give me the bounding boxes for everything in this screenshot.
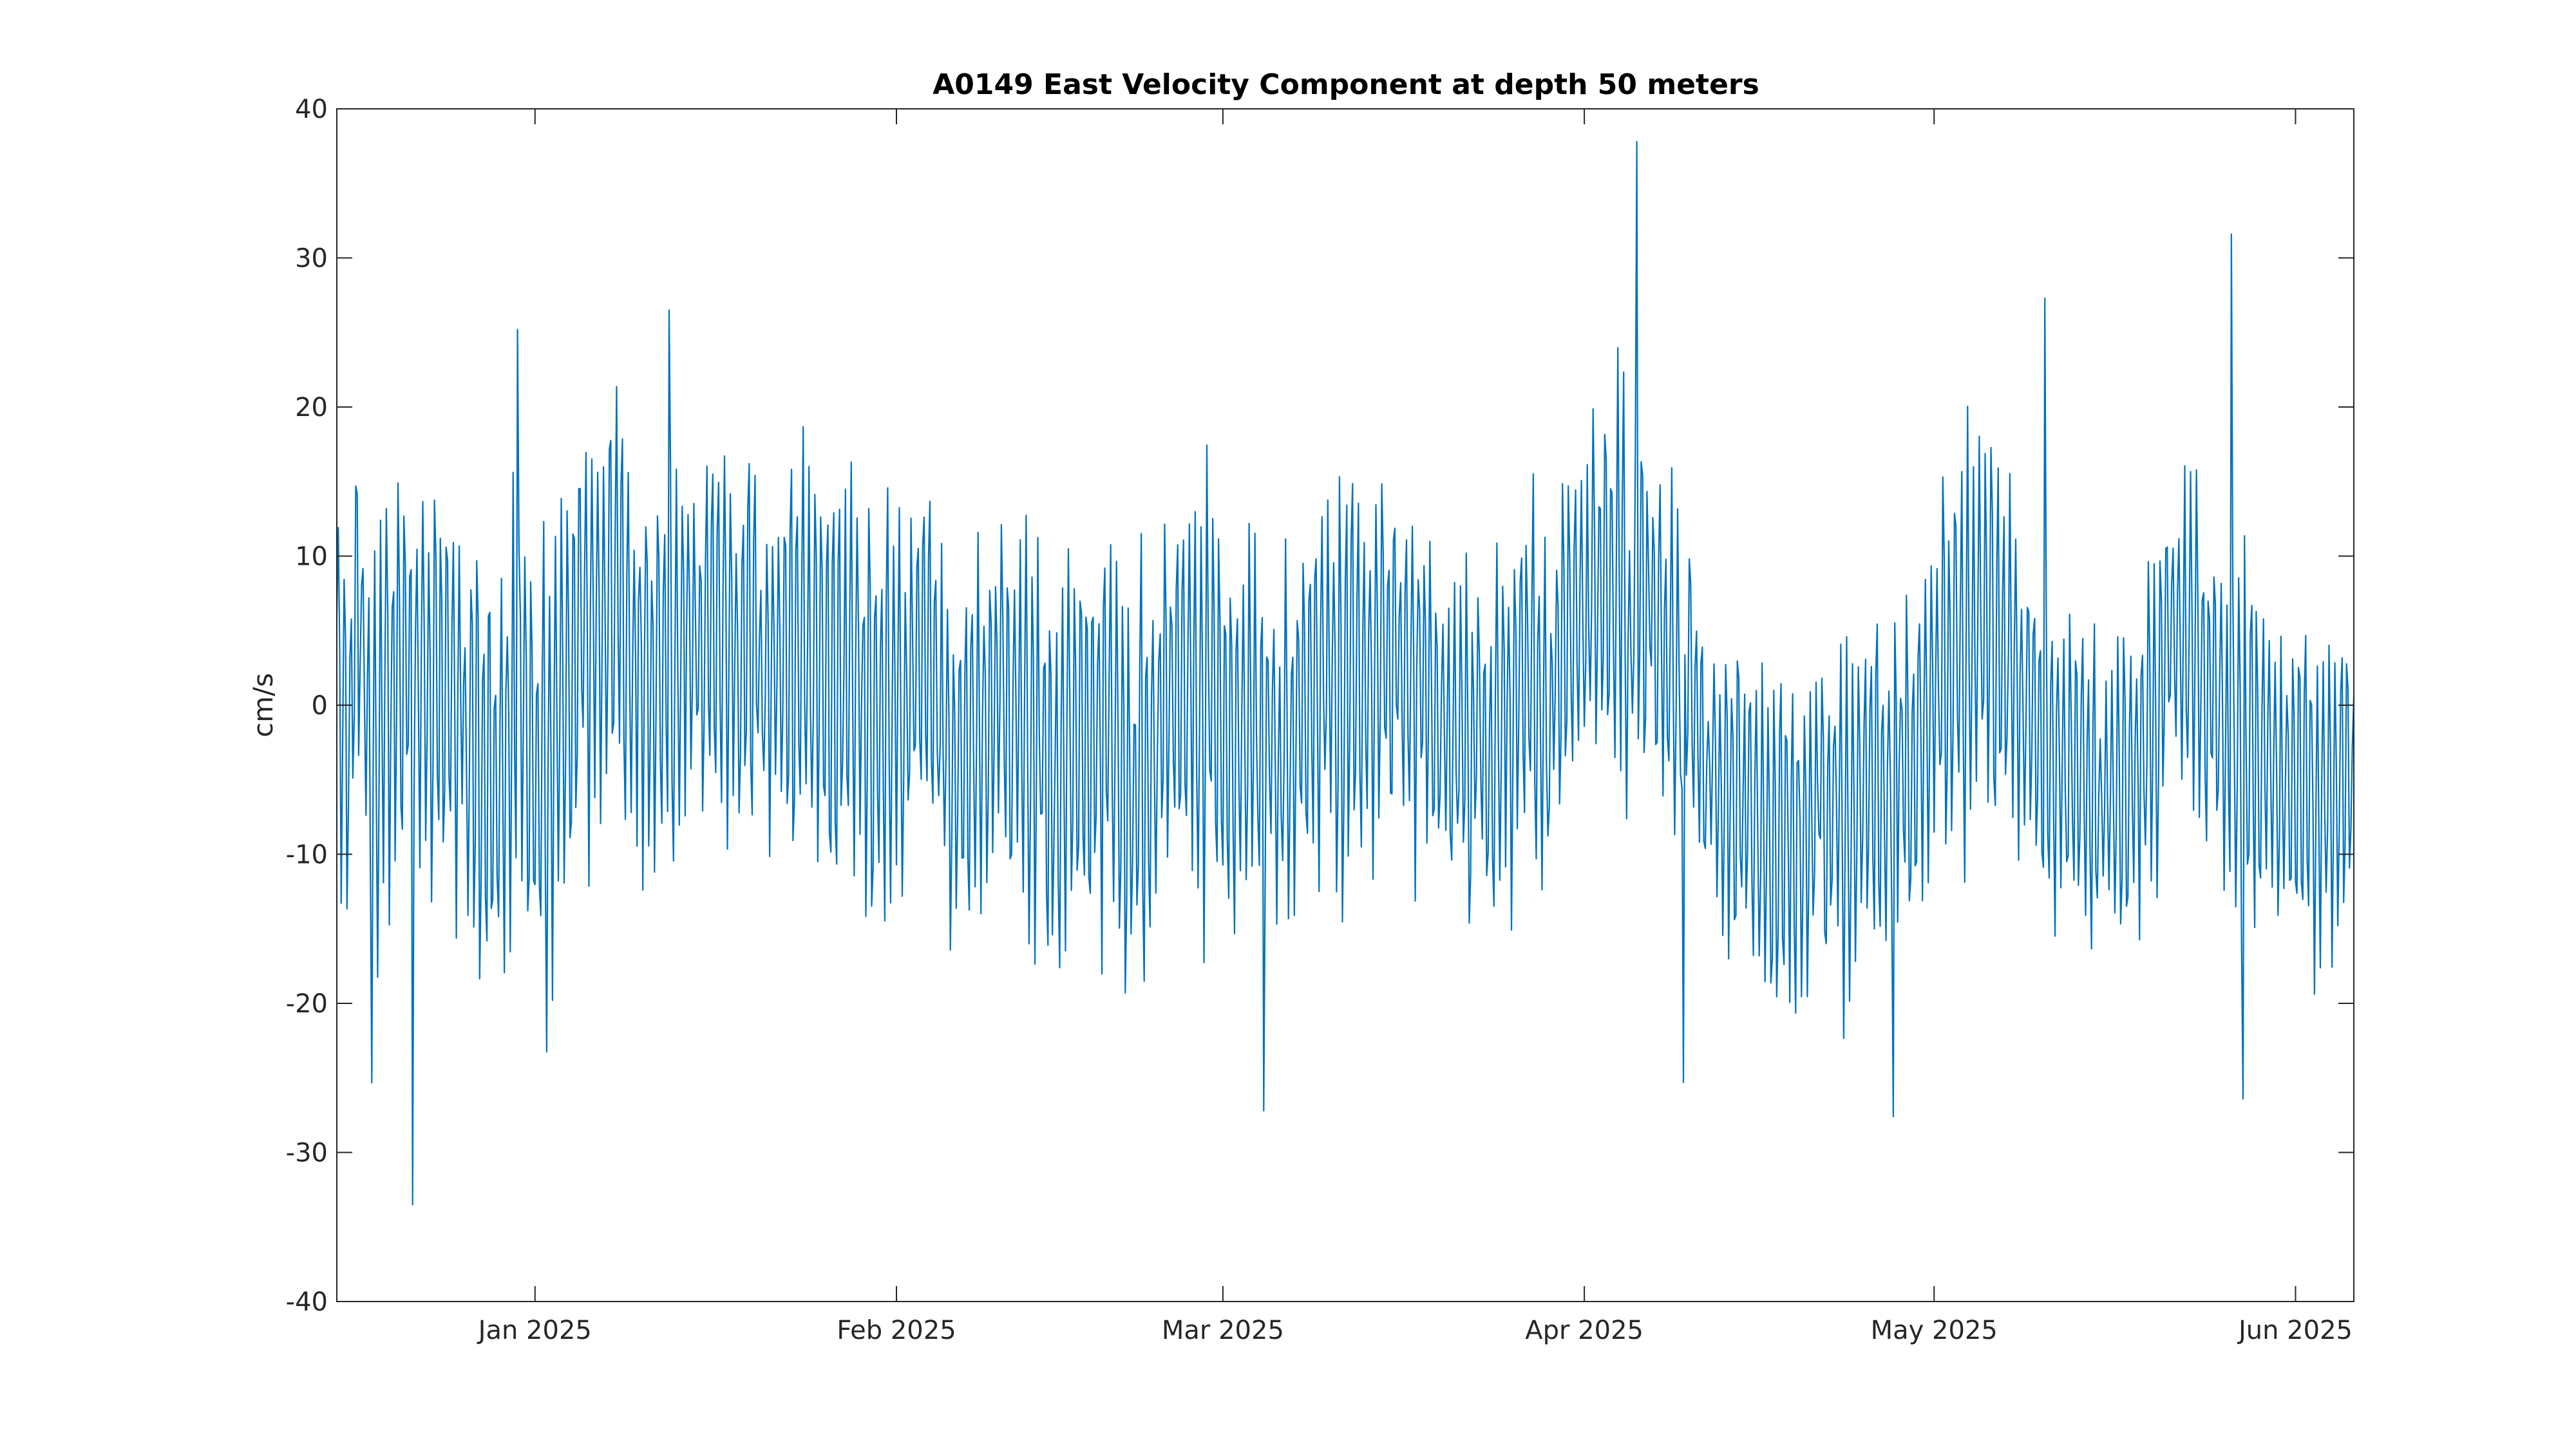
y-tick-label: 20: [295, 393, 328, 422]
x-tick-label: Apr 2025: [1525, 1316, 1643, 1345]
y-tick-label: -10: [286, 840, 328, 870]
y-axis-label: cm/s: [247, 673, 279, 737]
chart-title: A0149 East Velocity Component at depth 5…: [933, 68, 1759, 101]
x-tick-label: Jan 2025: [477, 1316, 592, 1345]
y-tick-label: 10: [295, 542, 328, 572]
y-tick-label: 30: [295, 244, 328, 274]
x-tick-label: Mar 2025: [1162, 1316, 1284, 1345]
axes-background: [337, 109, 2354, 1302]
x-tick-label: May 2025: [1871, 1316, 1998, 1345]
y-tick-label: -40: [286, 1287, 328, 1317]
y-tick-label: -20: [286, 989, 328, 1019]
x-tick-label: Feb 2025: [837, 1316, 956, 1345]
y-tick-label: 40: [295, 95, 328, 124]
y-tick-label: -30: [286, 1139, 328, 1168]
y-tick-label: 0: [312, 691, 328, 721]
x-tick-label: Jun 2025: [2237, 1316, 2353, 1345]
y-axis: 40 30 20 10 0 -10 -20 -30 -40: [286, 95, 2354, 1317]
x-axis: Jan 2025 Feb 2025 Mar 2025 Apr 2025 May 2025…: [477, 109, 2353, 1345]
series-line: [336, 140, 2355, 1206]
plot-area: Jan 2025 Feb 2025 Mar 2025 Apr 2025 May 2025…: [286, 95, 2355, 1345]
